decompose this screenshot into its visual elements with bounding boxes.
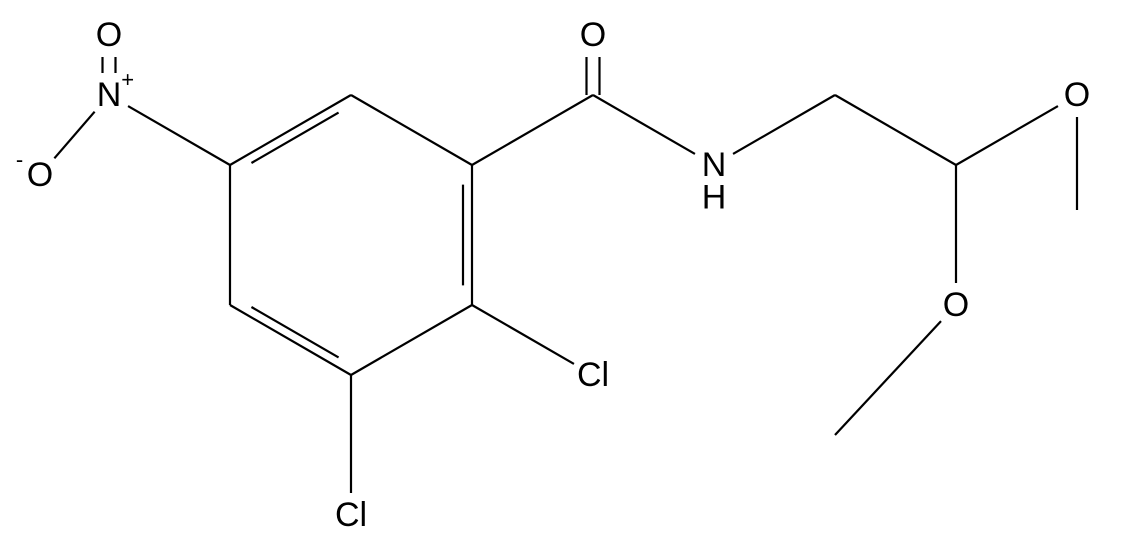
atom-O9b: O: [943, 286, 969, 324]
atom-O5a: O: [96, 16, 122, 54]
atom-N5: N: [97, 76, 122, 114]
svg-text:-: -: [16, 147, 23, 172]
atom-O7: O: [580, 16, 606, 54]
molecule-diagram: ONHOOClClN+OO-: [0, 0, 1127, 552]
atom-O5b: O: [27, 156, 53, 194]
atom-Cl2: Cl: [577, 356, 609, 394]
svg-text:+: +: [121, 67, 134, 92]
atom-O9a: O: [1064, 76, 1090, 114]
svg-text:H: H: [702, 178, 727, 216]
atom-Cl3: Cl: [335, 496, 367, 534]
